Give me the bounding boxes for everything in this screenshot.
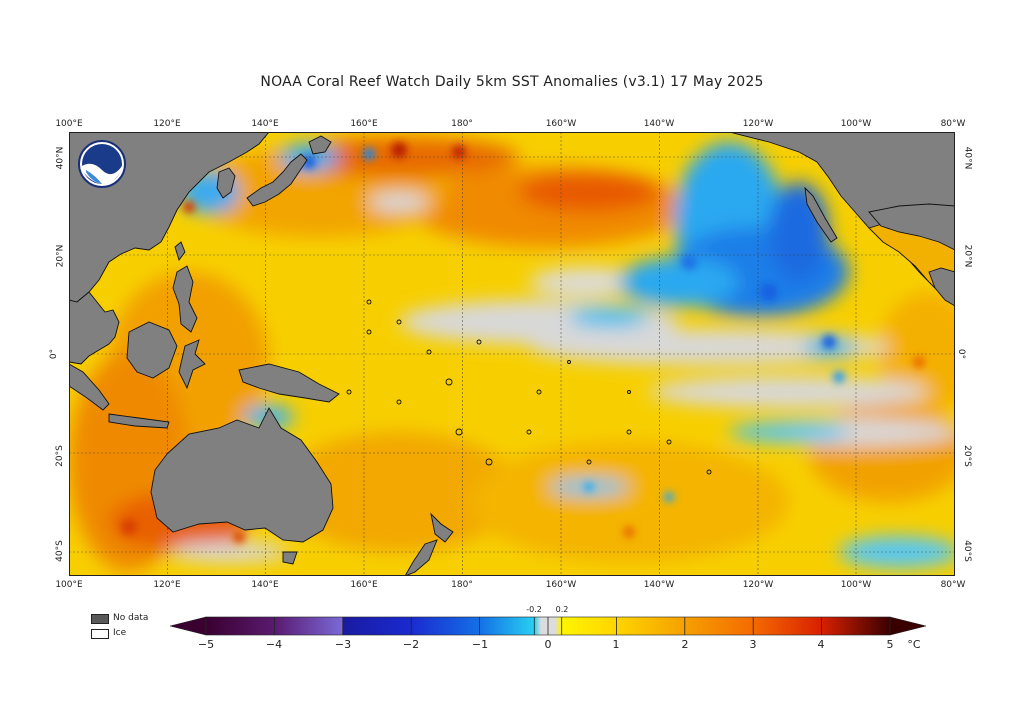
lat-label: 0° bbox=[49, 348, 60, 360]
lat-label: 40°S bbox=[54, 540, 65, 562]
colorbar-small-tick: -0.2 bbox=[526, 605, 542, 614]
land-baja bbox=[804, 186, 838, 243]
lon-label: 140°W bbox=[643, 119, 675, 129]
colorbar-tick: −3 bbox=[334, 638, 352, 651]
land-masses bbox=[69, 132, 955, 576]
land-java bbox=[108, 413, 170, 429]
colorbar-tick: 1 bbox=[612, 638, 620, 651]
no-data-label: No data bbox=[113, 613, 149, 623]
colorbar-tick: 2 bbox=[681, 638, 689, 651]
land-japan bbox=[246, 153, 308, 207]
lon-label: 140°E bbox=[251, 580, 279, 590]
lon-label: 180° bbox=[451, 119, 473, 129]
lon-label: 160°W bbox=[545, 119, 577, 129]
lat-label: 20°S bbox=[54, 445, 65, 467]
noaa-logo-icon bbox=[78, 140, 126, 188]
land-new-zealand-south bbox=[404, 539, 438, 576]
land-new-zealand-north bbox=[430, 512, 454, 543]
colorbar bbox=[170, 616, 927, 636]
land-tasmania bbox=[282, 551, 298, 565]
land-australia bbox=[150, 407, 334, 543]
land-borneo bbox=[126, 321, 178, 379]
land-sulawesi bbox=[178, 339, 206, 390]
colorbar-tick: 0 bbox=[544, 638, 552, 651]
lon-label: 160°E bbox=[350, 580, 378, 590]
lon-label: 80°W bbox=[940, 119, 966, 129]
lon-label: 140°W bbox=[643, 580, 675, 590]
colorbar-small-tick: 0.2 bbox=[555, 605, 569, 614]
lon-label: 120°E bbox=[153, 119, 181, 129]
lon-label: 80°W bbox=[940, 580, 966, 590]
lon-label: 100°W bbox=[840, 119, 872, 129]
land-sumatra bbox=[69, 363, 110, 411]
land-mexico bbox=[868, 203, 955, 251]
colorbar-unit: °C bbox=[907, 638, 921, 651]
lon-label: 100°E bbox=[55, 119, 83, 129]
land-korea bbox=[216, 167, 236, 199]
lon-label: 140°E bbox=[251, 119, 279, 129]
colorbar-tick: −4 bbox=[265, 638, 283, 651]
colorbar-tick: 5 bbox=[886, 638, 894, 651]
land-philippines bbox=[172, 265, 198, 333]
lon-label: 100°E bbox=[55, 580, 83, 590]
lat-label: 20°N bbox=[55, 244, 66, 268]
lat-label: 0° bbox=[956, 348, 967, 360]
land-central-america-isthmus bbox=[928, 267, 955, 307]
land-taiwan bbox=[174, 241, 186, 261]
lon-label: 180° bbox=[451, 580, 473, 590]
no-data-swatch bbox=[91, 614, 109, 624]
colorbar-tick: −5 bbox=[197, 638, 215, 651]
ice-swatch bbox=[91, 629, 109, 639]
land-indochina bbox=[69, 291, 120, 365]
lon-label: 120°E bbox=[153, 580, 181, 590]
anomaly-field bbox=[69, 137, 955, 572]
ice-label: Ice bbox=[113, 628, 127, 638]
colorbar-tick: 4 bbox=[817, 638, 825, 651]
lon-label: 100°W bbox=[840, 580, 872, 590]
colorbar-tick: −1 bbox=[471, 638, 489, 651]
lat-label: 40°N bbox=[55, 146, 66, 170]
map-title: NOAA Coral Reef Watch Daily 5km SST Anom… bbox=[260, 74, 764, 90]
lat-label: 20°N bbox=[962, 244, 973, 268]
colorbar-tick: 3 bbox=[749, 638, 757, 651]
lon-label: 120°W bbox=[742, 119, 774, 129]
lat-label: 40°S bbox=[961, 540, 972, 562]
lon-label: 160°W bbox=[545, 580, 577, 590]
lat-label: 40°N bbox=[962, 146, 973, 170]
colorbar-tick: −2 bbox=[402, 638, 420, 651]
lon-label: 160°E bbox=[350, 119, 378, 129]
lon-label: 120°W bbox=[742, 580, 774, 590]
land-hokkaido bbox=[308, 135, 332, 155]
land-new-guinea bbox=[238, 363, 340, 403]
pacific-islands bbox=[346, 299, 712, 475]
sst-anomaly-map[interactable] bbox=[69, 132, 955, 576]
lat-label: 20°S bbox=[961, 445, 972, 467]
